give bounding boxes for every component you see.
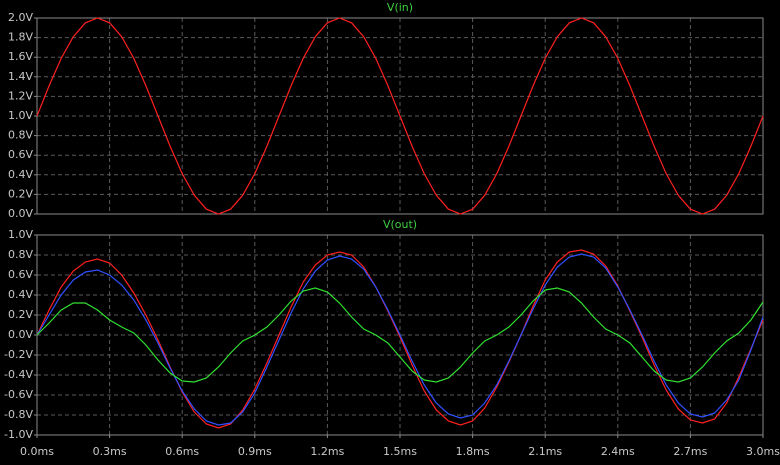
chart-title: V(in) [387, 1, 413, 14]
x-tick-label: 2.1ms [528, 445, 562, 458]
y-tick-label: -0.6V [4, 388, 33, 401]
y-tick-label: -0.2V [4, 348, 33, 361]
y-tick-label: 0.0V [8, 207, 33, 220]
trace [36, 249, 764, 429]
y-tick-label: 0.2V [8, 308, 33, 321]
y-tick-label: -0.4V [4, 368, 33, 381]
x-tick-label: 1.2ms [310, 445, 344, 458]
y-tick-label: 1.2V [8, 89, 33, 102]
y-tick-label: 0.2V [8, 187, 33, 200]
y-tick-label: 1.0V [8, 109, 33, 122]
x-tick-label: 2.7ms [673, 445, 707, 458]
y-tick-label: 0.4V [8, 288, 33, 301]
y-tick-label: 1.8V [8, 31, 33, 44]
y-tick-label: 0.6V [8, 148, 33, 161]
x-tick-label: 1.5ms [383, 445, 417, 458]
trace [36, 287, 764, 383]
y-tick-label: 2.0V [8, 11, 33, 24]
x-tick-label: 0.3ms [93, 445, 127, 458]
y-tick-label: 1.0V [8, 228, 33, 241]
y-tick-label: 0.0V [8, 328, 33, 341]
trace [36, 17, 764, 215]
x-tick-label: 0.0ms [20, 445, 54, 458]
trace [36, 253, 764, 426]
x-tick-label: 2.4ms [601, 445, 635, 458]
x-tick-label: 1.8ms [456, 445, 490, 458]
y-tick-label: 1.4V [8, 70, 33, 83]
x-tick-label: 3.0ms [746, 445, 780, 458]
y-tick-label: 0.8V [8, 129, 33, 142]
x-tick-label: 0.9ms [238, 445, 272, 458]
y-tick-label: -1.0V [4, 428, 33, 441]
y-tick-label: 0.8V [8, 248, 33, 261]
y-tick-label: 0.4V [8, 168, 33, 181]
y-tick-label: 0.6V [8, 268, 33, 281]
chart-title: V(out) [383, 218, 417, 231]
y-tick-label: 1.6V [8, 50, 33, 63]
y-tick-label: -0.8V [4, 408, 33, 421]
x-tick-label: 0.6ms [165, 445, 199, 458]
